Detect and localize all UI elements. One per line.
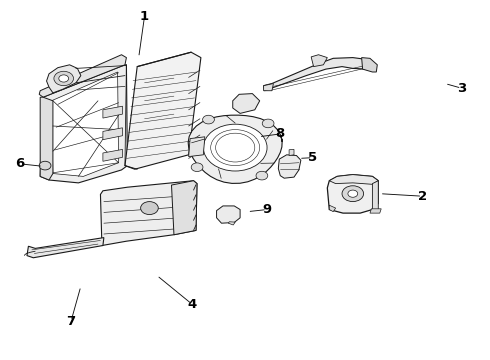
Circle shape: [54, 71, 74, 86]
Circle shape: [59, 75, 69, 82]
Polygon shape: [172, 181, 197, 235]
Polygon shape: [289, 149, 294, 156]
Polygon shape: [329, 205, 336, 212]
Polygon shape: [47, 65, 81, 93]
Polygon shape: [311, 55, 327, 67]
Polygon shape: [264, 58, 370, 91]
Polygon shape: [189, 137, 205, 157]
Polygon shape: [103, 106, 122, 118]
Text: 3: 3: [457, 82, 466, 95]
Polygon shape: [329, 175, 378, 184]
Polygon shape: [278, 155, 301, 178]
Circle shape: [262, 119, 274, 128]
Circle shape: [203, 124, 267, 171]
Polygon shape: [103, 149, 122, 161]
Text: 1: 1: [140, 10, 149, 23]
Text: 5: 5: [308, 151, 317, 164]
Text: 9: 9: [263, 203, 271, 216]
Polygon shape: [40, 97, 53, 180]
Text: 7: 7: [67, 315, 75, 328]
Polygon shape: [264, 84, 273, 91]
Polygon shape: [39, 55, 126, 97]
Circle shape: [348, 190, 358, 197]
Polygon shape: [370, 209, 381, 213]
Polygon shape: [100, 181, 197, 246]
Text: 6: 6: [15, 157, 24, 170]
Polygon shape: [188, 115, 282, 183]
Polygon shape: [27, 238, 104, 258]
Circle shape: [141, 202, 158, 215]
Polygon shape: [233, 94, 260, 113]
Polygon shape: [217, 206, 240, 223]
Polygon shape: [51, 72, 119, 176]
Polygon shape: [372, 181, 378, 210]
Circle shape: [39, 161, 51, 170]
Circle shape: [203, 115, 215, 124]
Text: 2: 2: [418, 190, 427, 203]
Polygon shape: [125, 52, 201, 169]
Polygon shape: [327, 175, 378, 213]
Polygon shape: [103, 128, 122, 140]
Circle shape: [191, 163, 203, 171]
Text: 8: 8: [276, 127, 285, 140]
Text: 4: 4: [188, 298, 196, 311]
Polygon shape: [40, 65, 127, 183]
Circle shape: [256, 171, 268, 180]
Polygon shape: [362, 58, 377, 72]
Polygon shape: [228, 222, 235, 225]
Circle shape: [342, 186, 364, 202]
